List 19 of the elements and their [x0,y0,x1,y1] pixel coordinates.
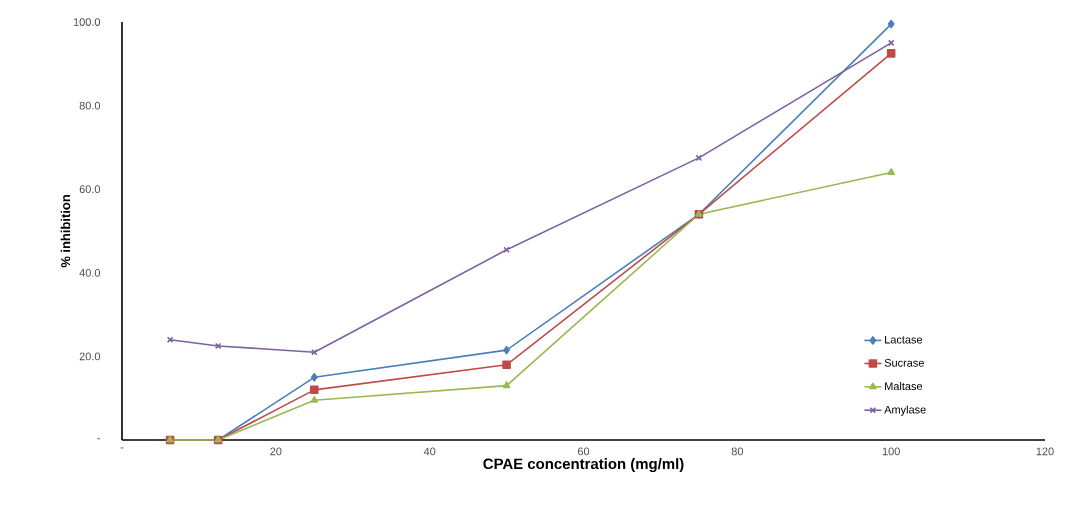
legend-label: Maltase [885,382,923,391]
x-tick-label: - [120,447,124,449]
y-tick-label: 40.0 [79,268,101,277]
legend-label: Lactase [885,335,923,344]
y-tick-label: - [97,438,100,440]
y-tick-label: 100.0 [73,18,101,26]
x-tick-label: 80 [731,447,743,456]
legend-label: Amylase [884,405,926,416]
legend-label: Sucrase [884,358,924,367]
x-axis-title: CPAE concentration (mg/ml) [483,458,684,473]
y-tick-label: 60.0 [79,185,101,194]
x-tick-label: 120 [1036,447,1054,456]
x-tick-label: 60 [577,447,590,456]
x-tick-label: 100 [882,447,900,456]
x-tick-label: 20 [270,447,282,456]
y-axis-title: % inhibition [60,195,71,268]
y-tick-label: 80.0 [79,101,101,110]
x-tick-label: 40 [423,447,436,456]
y-tick-label: 20.0 [79,352,101,361]
